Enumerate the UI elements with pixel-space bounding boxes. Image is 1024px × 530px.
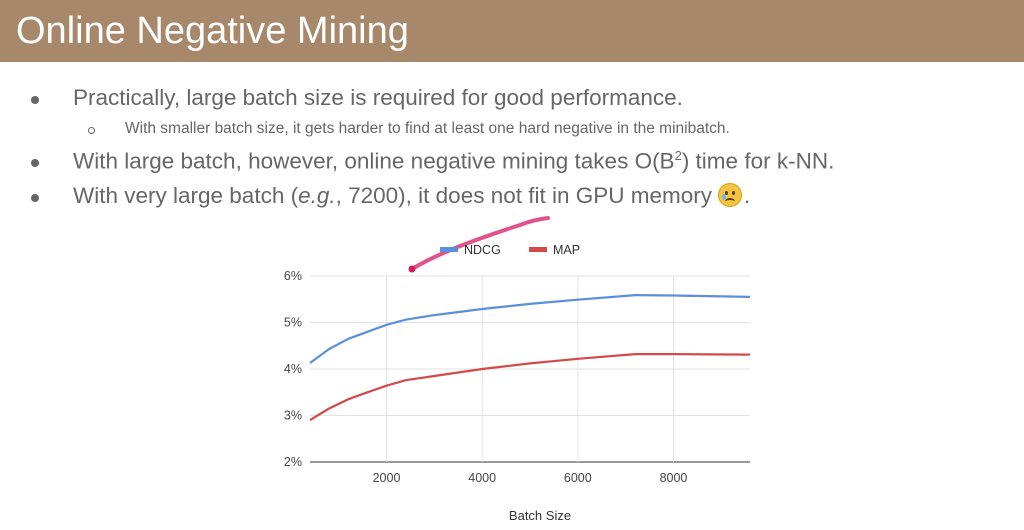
y-tick-label: 6% bbox=[284, 269, 302, 283]
bullet-dot bbox=[31, 194, 39, 202]
chart-legend: NDCG MAP bbox=[440, 243, 580, 257]
bullet-text: With very large batch ( bbox=[73, 183, 299, 208]
y-tick-label: 2% bbox=[284, 455, 302, 469]
x-tick-label: 2000 bbox=[373, 471, 401, 485]
legend-swatch bbox=[440, 247, 458, 252]
plot-grid bbox=[310, 275, 750, 463]
y-tick-label: 5% bbox=[284, 316, 302, 330]
pen-annotation-tip bbox=[408, 265, 416, 273]
bullet-dot bbox=[31, 96, 39, 104]
bullet-text: , 7200), it does not fit in GPU memory bbox=[335, 183, 713, 208]
title-bar: Online Negative Mining bbox=[0, 0, 1024, 62]
series-line-map bbox=[309, 353, 751, 422]
plot-labels: 2% 3% 4% 5% 6% 2000 4000 6000 8000 Batch Size bbox=[284, 269, 688, 523]
y-tick-label: 3% bbox=[284, 409, 302, 423]
plot-series bbox=[309, 294, 751, 422]
superscript: 2 bbox=[674, 148, 682, 163]
bullet-item: With very large batch (e.g., 7200), it d… bbox=[73, 183, 750, 209]
bullet-item: Practically, large batch size is require… bbox=[73, 85, 683, 110]
slide-title: Online Negative Mining bbox=[16, 10, 409, 52]
bullet-text: With large batch, however, online negati… bbox=[73, 148, 675, 174]
x-tick-label: 4000 bbox=[468, 471, 496, 485]
bullet-item: With large batch, however, online negati… bbox=[73, 148, 834, 175]
series-line-ndcg bbox=[309, 294, 751, 364]
bullet-text: . bbox=[744, 183, 751, 208]
sad-face-emoji-icon bbox=[718, 183, 743, 207]
bullet-dot bbox=[31, 159, 39, 167]
legend-swatch bbox=[529, 247, 547, 252]
x-tick-label: 8000 bbox=[660, 471, 688, 485]
legend-label: NDCG bbox=[464, 243, 501, 257]
sub-bullet-item: With smaller batch size, it gets harder … bbox=[125, 120, 730, 137]
y-tick-label: 4% bbox=[284, 362, 302, 376]
sub-bullet-circle bbox=[88, 127, 95, 134]
legend-label: MAP bbox=[553, 243, 580, 257]
pen-annotation-stroke bbox=[410, 216, 550, 271]
bullet-text: ) time for k-NN. bbox=[681, 148, 835, 174]
bullet-emphasis: e.g. bbox=[298, 183, 336, 208]
x-tick-label: 6000 bbox=[564, 471, 592, 485]
x-axis-label: Batch Size bbox=[509, 508, 571, 523]
